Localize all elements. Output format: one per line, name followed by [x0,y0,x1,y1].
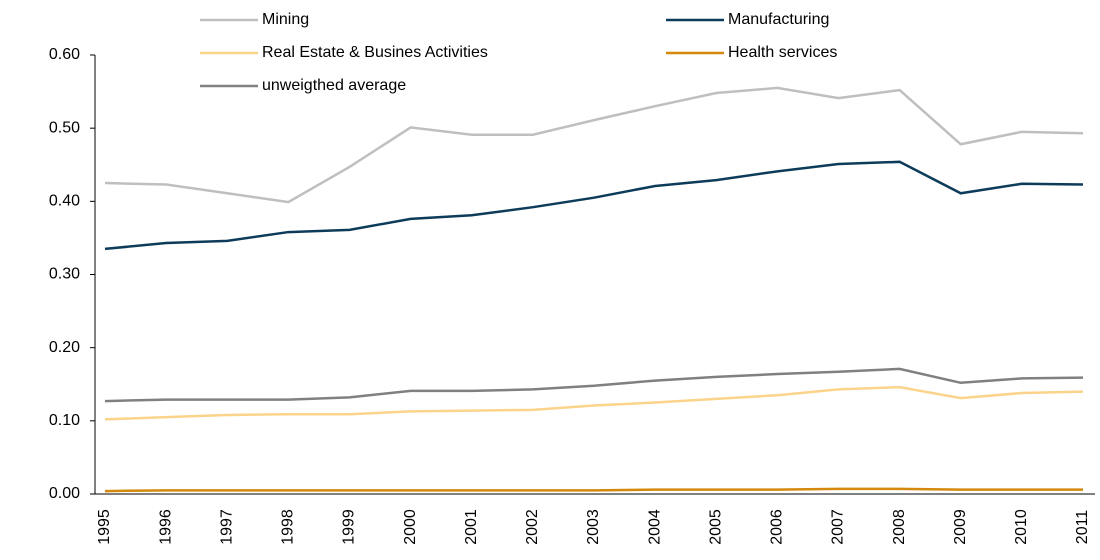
legend-label: Mining [262,11,309,28]
series-line [104,367,1084,403]
x-tick-label: 2005 [707,509,724,545]
x-tick-label: 2006 [769,509,786,545]
x-tick-label: 2007 [830,509,847,545]
x-tick-label: 1998 [280,509,297,545]
x-tick-label: 2003 [585,509,602,545]
y-tick-label: 0.30 [49,266,80,283]
legend-label: Health services [728,44,837,61]
x-tick-label: 1995 [96,509,113,545]
x-tick-label: 2010 [1013,509,1030,545]
y-tick-label: 0.40 [49,193,80,210]
x-tick-label: 1999 [341,509,358,545]
series-line [104,385,1084,421]
y-tick-label: 0.20 [49,339,80,356]
x-tick-label: 1997 [218,509,235,545]
legend-label: Manufacturing [728,11,829,28]
y-tick-label: 0.60 [49,46,80,63]
legend-label: Real Estate & Busines Activities [262,44,488,61]
x-tick-label: 1996 [157,509,174,545]
series-line [104,487,1083,493]
series-line [104,160,1084,251]
series-line [104,86,1084,204]
x-tick-label: 2009 [952,509,969,545]
y-tick-label: 0.10 [49,412,80,429]
x-tick-label: 2011 [1074,510,1091,545]
x-tick-label: 2004 [646,509,663,545]
x-tick-label: 2002 [524,509,541,545]
y-tick-label: 0.00 [49,485,80,502]
x-tick-label: 2008 [891,509,908,545]
x-tick-label: 2001 [463,509,480,545]
y-tick-label: 0.50 [49,119,80,136]
legend-label: unweigthed average [262,77,406,94]
x-tick-label: 2000 [402,509,419,545]
